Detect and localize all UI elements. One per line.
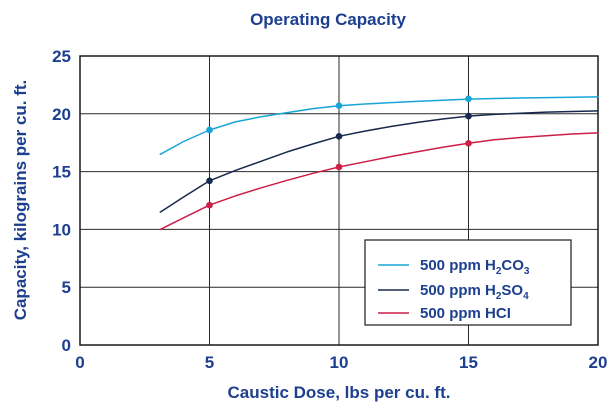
plot-area-frame [79,55,599,346]
legend-h2so4-sub1: 2 [496,291,502,302]
y-tick-label-0: 0 [62,336,71,355]
legend-h2co3-sub1: 2 [496,266,502,277]
x-axis-label: Caustic Dose, lbs per cu. ft. [228,383,451,402]
legend-label-h2co3: 500 ppm H2CO3 [420,257,530,277]
y-tick-label-4: 20 [52,105,71,124]
legend-h2so4-mid: SO [501,282,523,299]
legend-box [364,239,572,326]
x-tick-labels: 0 5 10 15 20 [75,353,607,372]
series-0-point-1 [335,102,343,110]
series-1-point-2 [465,112,472,120]
legend-h2co3-mid: CO [501,257,524,274]
series-line-2 [159,132,599,231]
legend-label-hci: 500 ppm HCI [420,305,511,322]
legend-h2co3-prefix: 500 ppm H [420,257,496,274]
series-line-1 [159,110,599,213]
legend-h2co3-sub2: 3 [524,266,530,277]
series-0-point-2 [465,95,472,103]
y-tick-label-3: 15 [52,163,71,182]
y-tick-label-2: 10 [52,220,71,239]
series-1-point-0 [206,177,213,185]
y-tick-label-5: 25 [52,47,71,66]
y-tick-labels: 0 5 10 15 20 25 [52,47,71,355]
x-tick-label-3: 15 [459,353,478,372]
chart-title: Operating Capacity [250,10,406,29]
x-tick-label-4: 20 [589,353,608,372]
series-0-point-0 [206,126,213,134]
series-2-point-0 [206,201,213,209]
x-tick-label-1: 5 [205,353,214,372]
series-1-point-1 [335,133,343,140]
legend: 500 ppm H2CO3 500 ppm H2SO4 500 ppm HCI [364,239,572,326]
y-tick-label-1: 5 [62,278,71,297]
y-axis-label: Capacity, kilograins per cu. ft. [11,80,30,321]
legend-h2so4-prefix: 500 ppm H [420,282,496,299]
legend-label-h2so4: 500 ppm H2SO4 [420,282,529,302]
series-layer [159,95,599,231]
x-tick-label-0: 0 [75,353,84,372]
series-2-point-2 [465,139,472,147]
series-line-0 [159,96,599,156]
series-2-point-1 [335,163,343,171]
legend-h2so4-sub2: 4 [523,291,529,302]
x-tick-label-2: 10 [330,353,349,372]
